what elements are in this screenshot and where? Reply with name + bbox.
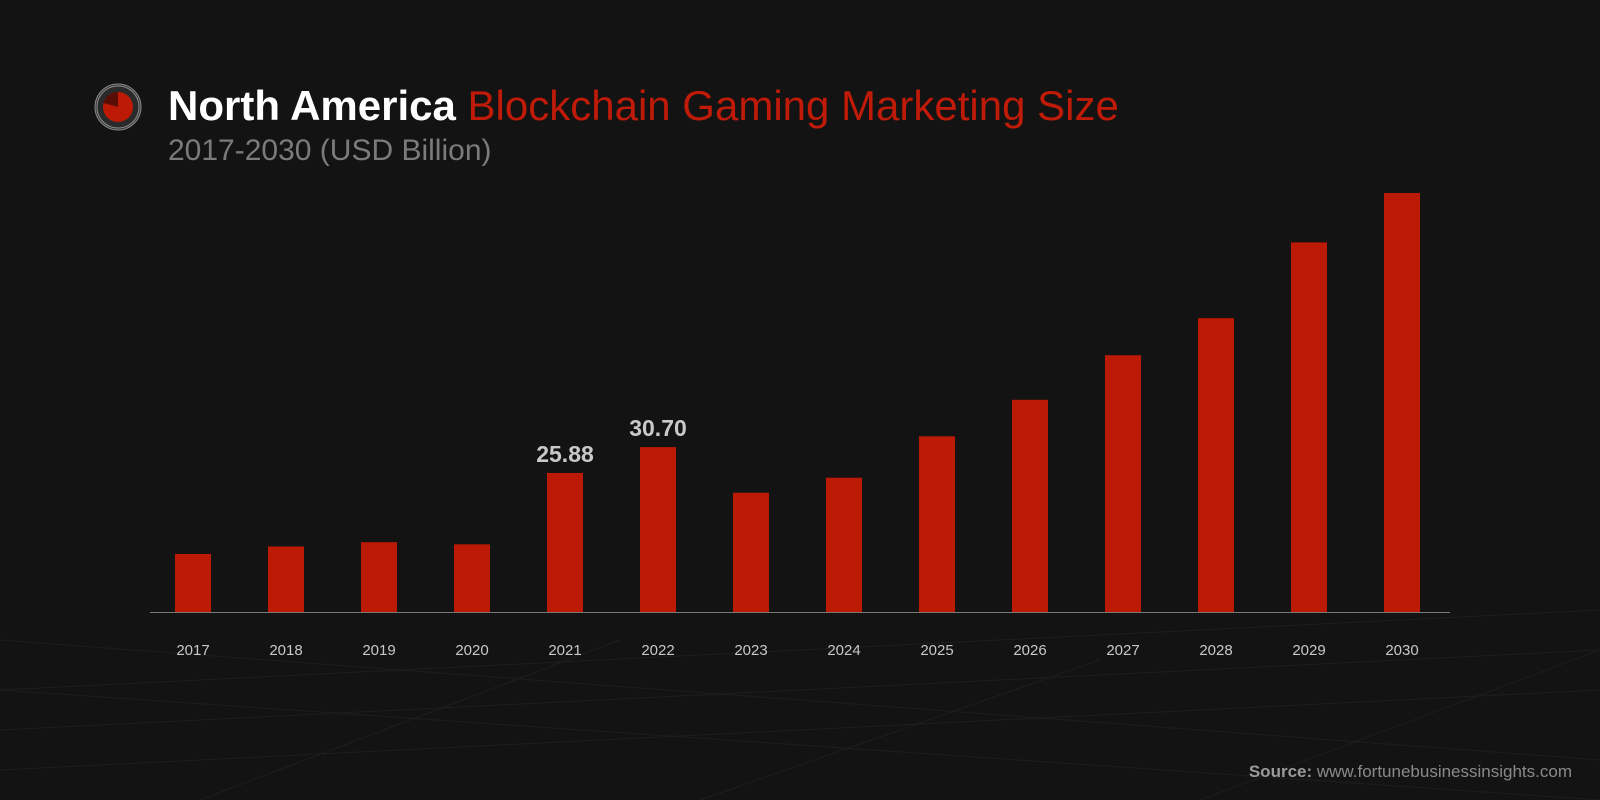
x-tick-label-2022: 2022	[641, 642, 674, 659]
x-tick-label-2030: 2030	[1385, 642, 1418, 659]
data-label-2022: 30.70	[629, 415, 687, 441]
x-tick-label-2029: 2029	[1292, 642, 1325, 659]
source-text: www.fortunebusinessinsights.com	[1316, 762, 1572, 781]
bar-2017	[175, 553, 211, 612]
source-label: Source:	[1248, 762, 1313, 781]
x-tick-label-2019: 2019	[362, 642, 395, 659]
x-tick-label-2023: 2023	[734, 642, 767, 659]
bar-2022	[640, 447, 676, 612]
source-note: Source: www.fortunebusinessinsights.com	[1249, 762, 1572, 782]
bar-2019	[361, 542, 397, 612]
x-tick-label-2017: 2017	[176, 642, 209, 659]
chart-title: North America Blockchain Gaming Marketin…	[168, 78, 1119, 134]
bar-2024	[826, 477, 862, 612]
x-tick-label-2018: 2018	[269, 642, 302, 659]
title-accent: Blockchain Gaming Marketing Size	[467, 82, 1119, 129]
data-label-2021: 25.88	[536, 441, 594, 467]
pie-chart-logo-icon	[94, 83, 142, 131]
bar-2021	[547, 472, 583, 612]
bar-2027	[1105, 355, 1141, 612]
x-tick-label-2025: 2025	[920, 642, 953, 659]
title-main: North America	[168, 82, 456, 129]
bar-2020	[454, 544, 490, 612]
x-tick-label-2021: 2021	[548, 642, 581, 659]
bar-2023	[733, 492, 769, 612]
x-tick-label-2020: 2020	[455, 642, 488, 659]
bar-2026	[1012, 399, 1048, 612]
bar-2025	[919, 436, 955, 612]
x-tick-label-2026: 2026	[1013, 642, 1046, 659]
x-tick-label-2027: 2027	[1106, 642, 1139, 659]
bar-2030	[1384, 193, 1420, 612]
x-tick-label-2024: 2024	[827, 642, 860, 659]
bar-2028	[1198, 318, 1234, 612]
x-tick-label-2028: 2028	[1199, 642, 1232, 659]
chart-subtitle: 2017-2030 (USD Billion)	[168, 134, 492, 167]
bar-2018	[268, 546, 304, 612]
bar-2029	[1291, 242, 1327, 612]
